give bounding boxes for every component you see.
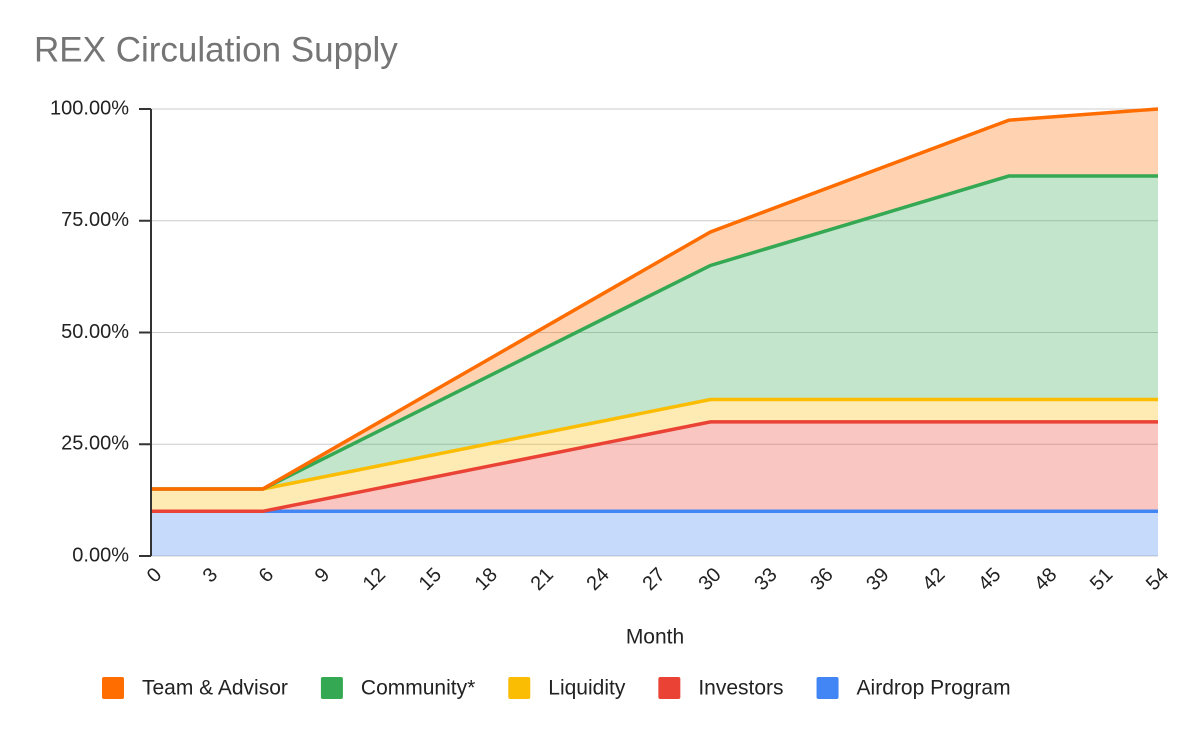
x-tick-label: 24	[583, 564, 614, 595]
y-tick-label: 50.00%	[61, 321, 129, 343]
x-tick-label: 6	[255, 564, 278, 587]
x-tick-label: 54	[1142, 564, 1173, 595]
x-tick-label: 39	[862, 564, 893, 595]
y-tick-label: 75.00%	[61, 209, 129, 231]
area	[151, 109, 1158, 489]
grid	[151, 108, 1158, 557]
x-tick-label: 18	[471, 564, 502, 595]
x-tick-label: 15	[415, 564, 446, 595]
x-tick-label: 45	[974, 564, 1005, 595]
legend-label: Investors	[698, 677, 783, 700]
x-tick-label: 12	[359, 564, 390, 595]
x-tick-label: 3	[199, 564, 222, 587]
x-tick-label: 48	[1030, 564, 1061, 595]
legend-swatch	[320, 677, 343, 699]
y-tick-label: 25.00%	[61, 433, 129, 455]
x-tick-label: 33	[750, 564, 781, 595]
legend-swatch	[816, 677, 839, 699]
x-tick-label: 0	[143, 564, 166, 587]
x-tick-label: 51	[1086, 564, 1117, 595]
x-tick-label: 27	[638, 564, 669, 595]
x-tick-label: 21	[527, 564, 558, 595]
legend-label: Airdrop Program	[857, 677, 1011, 700]
x-tick-label: 42	[918, 564, 949, 595]
y-tick-label: 0.00%	[72, 544, 129, 566]
chart-title: REX Circulation Supply	[34, 30, 398, 69]
area	[151, 176, 1158, 489]
legend-swatch	[508, 677, 531, 699]
y-tick-label: 100.00%	[50, 97, 129, 119]
area	[151, 511, 1158, 556]
legend-label: Liquidity	[548, 677, 626, 700]
legend-swatch	[658, 677, 681, 699]
legend-label: Team & Advisor	[142, 677, 288, 700]
x-tick-label: 30	[694, 564, 725, 595]
series-line	[151, 107, 1159, 491]
x-axis-label: Month	[626, 626, 684, 649]
legend-swatch	[102, 677, 124, 699]
lines	[151, 107, 1159, 514]
x-tick-label: 9	[311, 564, 334, 587]
legend-label: Community*	[361, 677, 475, 700]
areas	[151, 109, 1158, 556]
series-line	[151, 420, 1158, 514]
area	[151, 421, 1158, 512]
x-tick-label: 36	[806, 564, 837, 595]
